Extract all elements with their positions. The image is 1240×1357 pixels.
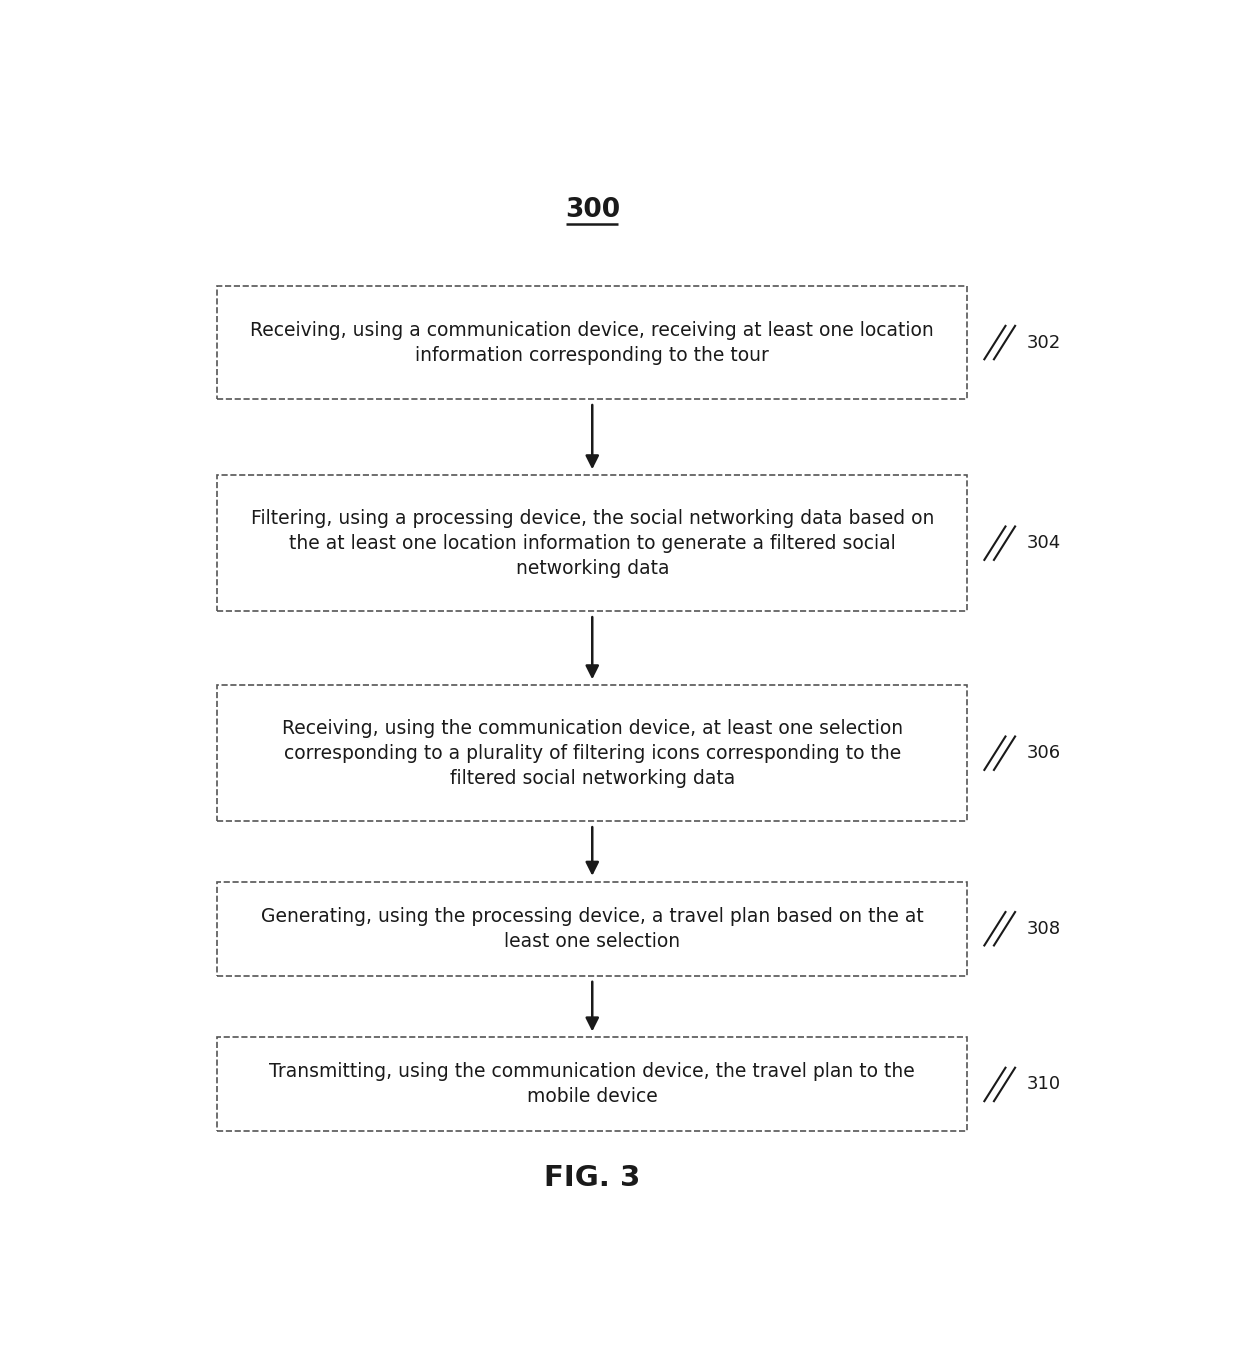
Bar xyxy=(217,1037,967,1132)
Text: Generating, using the processing device, a travel plan based on the at
least one: Generating, using the processing device,… xyxy=(260,906,924,951)
Text: Receiving, using the communication device, at least one selection
corresponding : Receiving, using the communication devic… xyxy=(281,719,903,787)
Text: 308: 308 xyxy=(1027,920,1060,938)
Text: 310: 310 xyxy=(1027,1076,1060,1094)
Text: 302: 302 xyxy=(1027,334,1061,351)
Text: Receiving, using a communication device, receiving at least one location
informa: Receiving, using a communication device,… xyxy=(250,320,934,365)
Text: Filtering, using a processing device, the social networking data based on
the at: Filtering, using a processing device, th… xyxy=(250,509,934,578)
Bar xyxy=(217,286,967,399)
Bar xyxy=(217,475,967,611)
Text: Transmitting, using the communication device, the travel plan to the
mobile devi: Transmitting, using the communication de… xyxy=(269,1063,915,1106)
Bar xyxy=(217,685,967,821)
Text: 304: 304 xyxy=(1027,535,1061,552)
Text: 300: 300 xyxy=(564,197,620,223)
Text: FIG. 3: FIG. 3 xyxy=(544,1164,640,1193)
Text: 306: 306 xyxy=(1027,744,1060,763)
Bar xyxy=(217,882,967,976)
